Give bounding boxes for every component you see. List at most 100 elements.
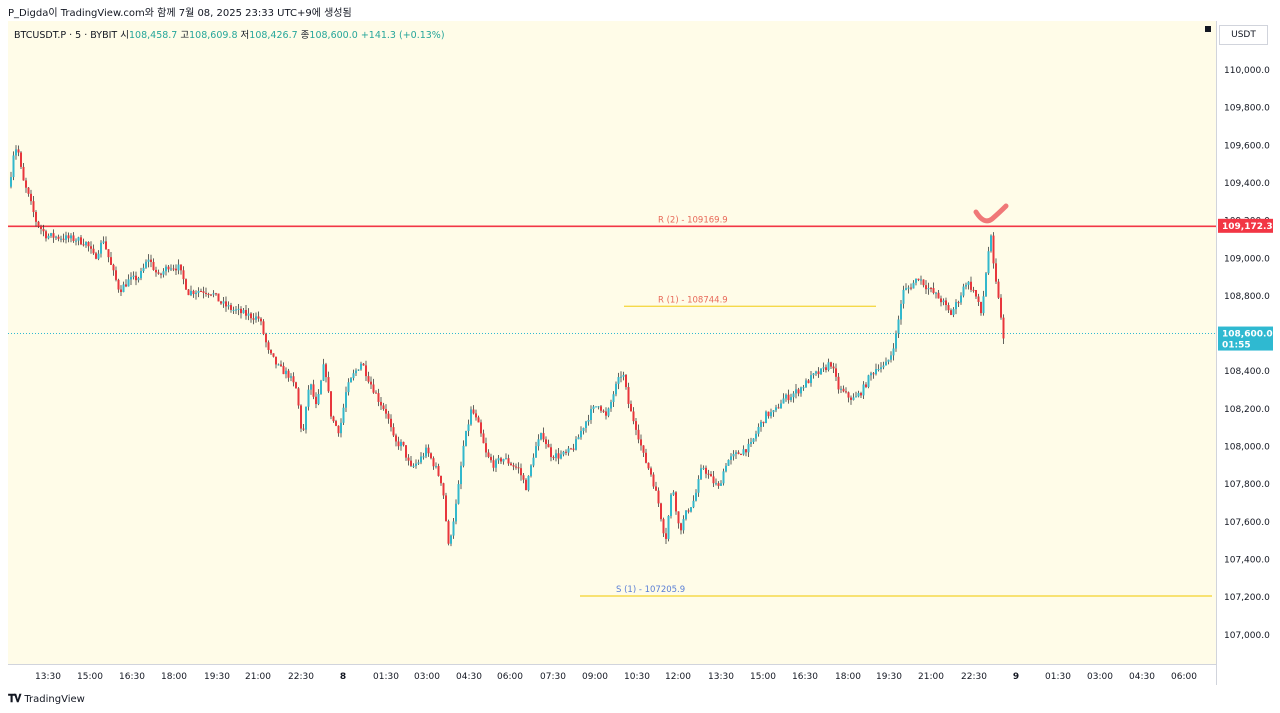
candle [597, 405, 600, 410]
time-tick: 06:00 [497, 672, 523, 682]
candle [215, 292, 217, 296]
candle [135, 271, 137, 286]
candle [45, 229, 47, 242]
candle [757, 423, 760, 437]
candle [197, 287, 200, 298]
candle [622, 371, 625, 381]
candle [885, 357, 887, 366]
candle [662, 517, 665, 538]
candle [737, 450, 740, 455]
candle [917, 278, 920, 282]
price-tick: 108,000.0 [1224, 443, 1270, 453]
candle [335, 419, 337, 427]
candle [910, 283, 912, 291]
candle [287, 368, 290, 382]
candle [572, 443, 575, 452]
candle [350, 377, 352, 383]
candle [262, 319, 265, 336]
candle [342, 403, 345, 425]
candle [785, 393, 787, 402]
candle [867, 374, 870, 389]
candle [87, 241, 90, 252]
tradingview-brand: TradingView [24, 693, 85, 705]
candle [205, 287, 207, 297]
candle [820, 368, 822, 375]
candle [485, 437, 487, 458]
candle [777, 403, 780, 409]
candle [167, 264, 170, 273]
candle [507, 454, 510, 466]
candle [712, 471, 715, 487]
candle [735, 450, 737, 460]
tradingview-logo[interactable]: 𝐓𝐕 TradingView [8, 692, 85, 706]
candle [787, 389, 790, 404]
candle [200, 288, 202, 293]
price-tick: 107,600.0 [1224, 518, 1270, 528]
candle [72, 232, 75, 243]
candle [347, 378, 350, 396]
candle [637, 424, 640, 444]
candle [547, 439, 550, 448]
candle [892, 343, 895, 361]
candle [152, 258, 155, 271]
time-axis[interactable]: 13:30 15:00 16:30 18:00 19:30 21:00 22:30 8 01:3… [8, 664, 1216, 685]
candle [830, 361, 832, 369]
candle [340, 418, 342, 438]
candle [237, 304, 240, 316]
candle [35, 210, 37, 227]
candle [475, 409, 477, 421]
candle [250, 312, 252, 323]
candle [402, 441, 405, 447]
close-value: 108,600.0 [309, 30, 358, 41]
candle [505, 453, 507, 460]
candle [672, 490, 675, 496]
candle [575, 436, 577, 451]
candle [660, 502, 662, 522]
candle [42, 224, 45, 237]
candle [957, 300, 960, 307]
chart-plot-area[interactable]: R (2) - 109169.9 R (1) - 108744.9 S (1) - … [8, 21, 1216, 664]
candle [680, 522, 682, 535]
price-tick: 107,400.0 [1224, 555, 1270, 565]
candle [700, 464, 702, 480]
candle [397, 436, 400, 450]
candle [470, 406, 472, 426]
candle [407, 454, 410, 466]
candle [605, 407, 607, 420]
candle [225, 296, 227, 312]
candle [860, 391, 862, 398]
candle [440, 475, 442, 486]
candle [252, 313, 255, 325]
time-tick: 21:00 [245, 672, 271, 682]
candle [840, 385, 842, 394]
candle [652, 472, 655, 489]
candle [640, 434, 642, 451]
candle [437, 463, 440, 477]
candle [130, 272, 132, 286]
time-tick: 16:30 [792, 672, 818, 682]
candle [192, 289, 195, 298]
candle [707, 469, 710, 479]
symbol-name[interactable]: BTCUSDT.P · 5 · BYBIT [14, 30, 118, 41]
candle [142, 263, 145, 273]
candle [685, 510, 687, 521]
candle [175, 264, 177, 276]
candle [922, 279, 925, 288]
candle [992, 232, 995, 269]
time-tick: 13:30 [708, 672, 734, 682]
candle [372, 378, 375, 394]
candle [147, 254, 150, 268]
price-tick: 108,800.0 [1224, 292, 1270, 302]
candle [987, 246, 990, 275]
candle [70, 233, 72, 243]
currency-button[interactable]: USDT [1219, 25, 1268, 45]
price-axis[interactable]: 110,000.0 109,800.0 109,600.0 109,400.0 109,… [1216, 21, 1273, 685]
candle [290, 373, 292, 382]
candle [255, 312, 257, 323]
candle [317, 389, 320, 406]
candle [522, 472, 525, 484]
candle [530, 464, 532, 478]
candle [425, 444, 427, 459]
candle [57, 234, 60, 242]
candle [242, 307, 245, 314]
